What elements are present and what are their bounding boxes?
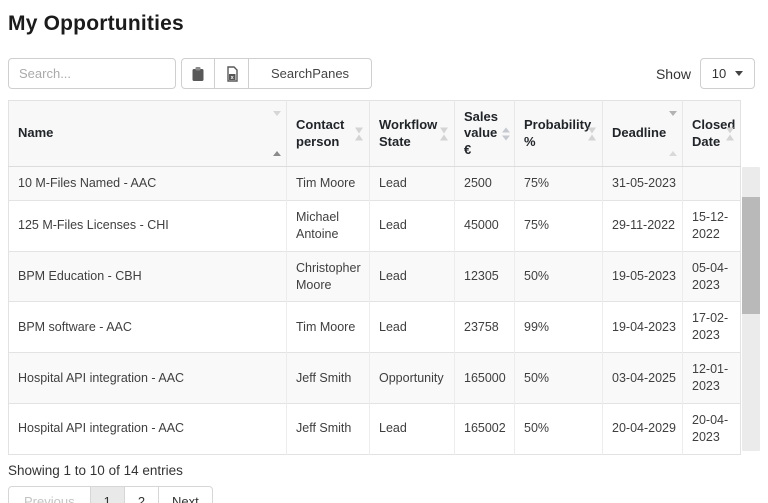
column-header-deadline[interactable]: Deadline	[602, 100, 683, 167]
sort-icon	[726, 127, 735, 140]
column-label: Closed Date	[692, 117, 736, 149]
table-row: Hospital API integration - AAC Jeff Smith…	[8, 352, 741, 404]
sort-icon	[668, 111, 677, 156]
page-length-label: Show	[655, 65, 691, 82]
cell-name: Hospital API integration - AAC	[8, 352, 287, 404]
sort-icon	[272, 111, 281, 156]
cell-sales-value: 2500	[454, 166, 515, 201]
page-length-value: 10	[711, 66, 727, 81]
cell-probability: 75%	[514, 199, 603, 252]
cell-probability: 50%	[514, 250, 603, 302]
column-label: Deadline	[612, 125, 667, 141]
column-header-contact-person[interactable]: Contact person	[286, 100, 370, 167]
copy-button[interactable]	[181, 58, 215, 89]
caret-down-icon	[735, 71, 744, 76]
page-button-next[interactable]: Next	[159, 485, 213, 503]
cell-sales-value: 165002	[454, 402, 515, 455]
table-row: Hospital API integration - AAC Jeff Smith…	[8, 402, 741, 455]
table-row: BPM software - AAC Tim Moore Lead 23758 99% 1…	[8, 301, 741, 353]
cell-name: Hospital API integration - AAC	[8, 402, 287, 455]
column-header-workflow-state[interactable]: Workflow State	[369, 100, 455, 167]
cell-contact-person: Michael Antoine	[286, 199, 370, 252]
searchpanes-button[interactable]: SearchPanes	[249, 58, 373, 89]
cell-contact-person: Tim Moore	[286, 301, 370, 353]
cell-deadline: 19-05-2023	[602, 250, 683, 302]
toolbar: x SearchPanes Show 10	[8, 58, 760, 89]
svg-text:x: x	[230, 75, 234, 81]
cell-name: 125 M-Files Licenses - CHI	[8, 199, 287, 252]
cell-sales-value: 165000	[454, 352, 515, 404]
cell-name: 10 M-Files Named - AAC	[8, 166, 287, 201]
table-body: 10 M-Files Named - AAC Tim Moore Lead 2500 7…	[8, 166, 741, 455]
column-label: Contact person	[296, 117, 345, 149]
cell-closed-date: 20-04-2023	[682, 402, 741, 455]
cell-name: BPM Education - CBH	[8, 250, 287, 302]
cell-deadline: 20-04-2029	[602, 402, 683, 455]
column-header-sales-value[interactable]: Sales value €	[454, 100, 515, 167]
sort-icon	[355, 127, 364, 140]
pagination: Previous 1 2 Next	[8, 485, 760, 503]
cell-workflow-state: Lead	[369, 250, 455, 302]
export-button-group: x SearchPanes	[181, 58, 373, 89]
cell-deadline: 29-11-2022	[602, 199, 683, 252]
cell-sales-value: 23758	[454, 301, 515, 353]
cell-workflow-state: Lead	[369, 402, 455, 455]
column-label: Sales value €	[464, 109, 498, 157]
cell-contact-person: Christopher Moore	[286, 250, 370, 302]
page-button-1[interactable]: 1	[90, 485, 125, 503]
cell-probability: 50%	[514, 402, 603, 455]
table-zone: Name Contact person Workflow State Sales va…	[8, 100, 760, 455]
cell-name: BPM software - AAC	[8, 301, 287, 353]
table-row: 10 M-Files Named - AAC Tim Moore Lead 2500 7…	[8, 166, 741, 201]
column-header-probability[interactable]: Probability %	[514, 100, 603, 167]
cell-sales-value: 45000	[454, 199, 515, 252]
cell-contact-person: Jeff Smith	[286, 402, 370, 455]
cell-closed-date: 05-04-2023	[682, 250, 741, 302]
cell-contact-person: Jeff Smith	[286, 352, 370, 404]
column-header-closed-date[interactable]: Closed Date	[682, 100, 741, 167]
search-input[interactable]	[8, 58, 176, 89]
column-label: Workflow State	[379, 117, 438, 149]
cell-closed-date	[682, 166, 741, 201]
cell-deadline: 03-04-2025	[602, 352, 683, 404]
cell-workflow-state: Lead	[369, 301, 455, 353]
cell-probability: 99%	[514, 301, 603, 353]
table-row: BPM Education - CBH Christopher Moore Lead…	[8, 250, 741, 302]
table-row: 125 M-Files Licenses - CHI Michael Antoin…	[8, 199, 741, 252]
cell-probability: 50%	[514, 352, 603, 404]
page-title: My Opportunities	[8, 12, 184, 35]
table-scrollbar[interactable]	[742, 167, 760, 451]
cell-workflow-state: Lead	[369, 166, 455, 201]
excel-export-button[interactable]: x	[215, 58, 249, 89]
page-button-previous[interactable]: Previous	[8, 485, 91, 503]
table-header-row: Name Contact person Workflow State Sales va…	[8, 100, 741, 167]
column-label: Name	[18, 125, 54, 141]
table-info: Showing 1 to 10 of 14 entries	[8, 462, 183, 478]
cell-probability: 75%	[514, 166, 603, 201]
sort-icon	[440, 127, 449, 140]
opportunities-table: Name Contact person Workflow State Sales va…	[8, 100, 741, 455]
cell-closed-date: 12-01-2023	[682, 352, 741, 404]
page-length-select[interactable]: 10	[700, 58, 755, 89]
excel-file-icon: x	[225, 65, 239, 82]
cell-deadline: 31-05-2023	[602, 166, 683, 201]
cell-sales-value: 12305	[454, 250, 515, 302]
cell-closed-date: 15-12-2022	[682, 199, 741, 252]
page-button-2[interactable]: 2	[124, 485, 160, 503]
sort-icon	[588, 127, 597, 140]
column-header-name[interactable]: Name	[8, 100, 287, 167]
cell-deadline: 19-04-2023	[602, 301, 683, 353]
column-label: Probability %	[524, 117, 592, 149]
scrollbar-thumb[interactable]	[742, 197, 760, 314]
cell-workflow-state: Opportunity	[369, 352, 455, 404]
cell-workflow-state: Lead	[369, 199, 455, 252]
clipboard-icon	[191, 66, 205, 82]
cell-contact-person: Tim Moore	[286, 166, 370, 201]
cell-closed-date: 17-02-2023	[682, 301, 741, 353]
sort-icon	[502, 127, 511, 140]
